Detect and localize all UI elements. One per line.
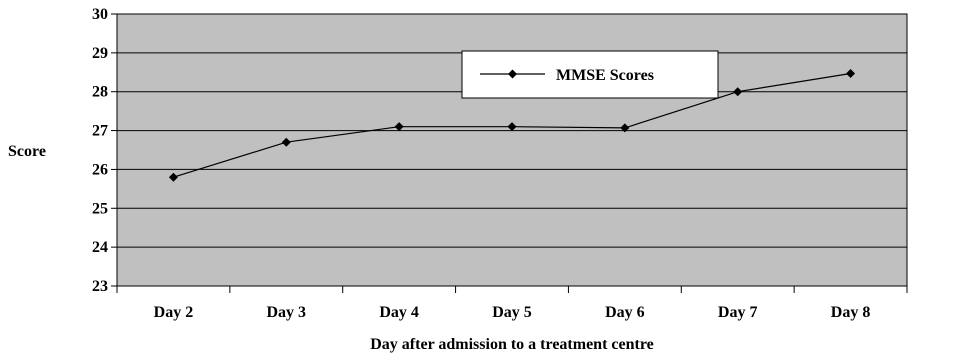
x-tick-label: Day 7 — [718, 304, 758, 321]
data-point — [507, 122, 517, 132]
axes — [111, 13, 908, 293]
y-tick-label: 23 — [92, 278, 108, 295]
legend-diamond-icon — [508, 69, 517, 79]
y-tick-label: 29 — [92, 45, 108, 62]
y-axis-title: Score — [8, 143, 46, 160]
x-axis-title: Day after admission to a treatment centr… — [370, 336, 654, 353]
legend-box — [461, 50, 719, 99]
y-tick-labels: 23 24 25 26 27 28 29 30 — [92, 6, 108, 295]
y-tick-label: 25 — [92, 200, 108, 217]
data-point — [168, 172, 178, 182]
y-tick-label: 24 — [92, 239, 108, 256]
x-tick-labels: Day 2 Day 3 Day 4 Day 5 Day 6 Day 7 Day 8 — [154, 304, 871, 321]
data-point — [846, 68, 856, 78]
x-tick-label: Day 5 — [492, 304, 532, 321]
y-tick-label: 27 — [92, 123, 108, 140]
series-layer — [168, 68, 856, 182]
legend: MMSE Scores — [461, 50, 719, 99]
legend-label: MMSE Scores — [556, 67, 654, 84]
data-point — [394, 122, 404, 132]
x-tick-label: Day 8 — [831, 304, 871, 321]
x-tick-label: Day 3 — [267, 304, 307, 321]
y-tick-label: 26 — [92, 161, 108, 178]
data-point — [281, 137, 291, 147]
x-tick-label: Day 2 — [154, 304, 194, 321]
y-tick-label: 28 — [92, 84, 108, 101]
x-tick-label: Day 4 — [379, 304, 419, 321]
data-point — [733, 87, 743, 97]
x-tick-label: Day 6 — [605, 304, 645, 321]
y-tick-label: 30 — [92, 6, 108, 23]
data-point — [620, 123, 630, 133]
